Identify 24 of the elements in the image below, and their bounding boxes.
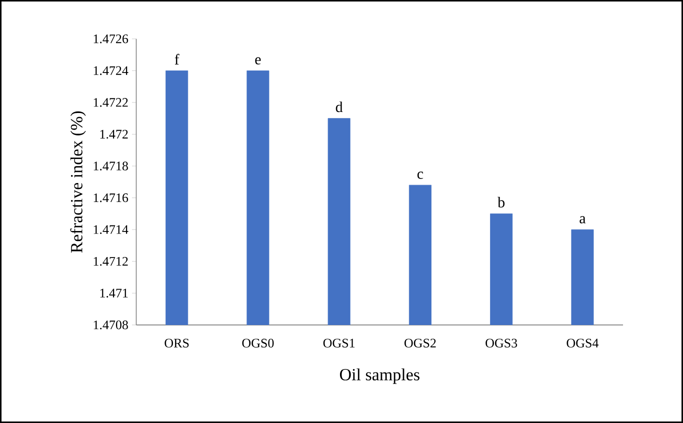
annotation: e: [255, 57, 261, 64]
y-tick-label: 1.4718: [94, 162, 128, 170]
y-tick-label: 1.4712: [94, 256, 128, 266]
annotation: d: [336, 102, 343, 112]
annotation: c: [417, 172, 424, 179]
y-tick-label: 1.4714: [94, 225, 128, 234]
y-tick-label: 1.4724: [94, 66, 128, 76]
y-tick-label: 1.472: [100, 130, 128, 139]
x-tick-label: OGS1: [323, 338, 355, 348]
y-tick-label: 1.4716: [94, 193, 128, 202]
y-tick-label: 1.471: [100, 288, 128, 298]
y-tick-label: 1.4722: [94, 98, 128, 107]
x-tick-label: OGS3: [486, 338, 518, 348]
x-tick-label: ORS: [164, 338, 189, 348]
y-axis-title: Refractive index (%): [70, 111, 86, 253]
annotation: b: [498, 196, 505, 208]
x-axis-title: Oil samples: [340, 368, 420, 384]
y-tick-label: 1.4726: [94, 34, 128, 44]
x-tick-label: OGS0: [242, 338, 274, 348]
y-tick-label: 1.4708: [94, 320, 128, 330]
x-tick-label: OGS4: [566, 338, 599, 348]
annotation: a: [580, 216, 586, 224]
x-tick-label: OGS2: [404, 338, 436, 348]
annotation: f: [174, 54, 180, 64]
